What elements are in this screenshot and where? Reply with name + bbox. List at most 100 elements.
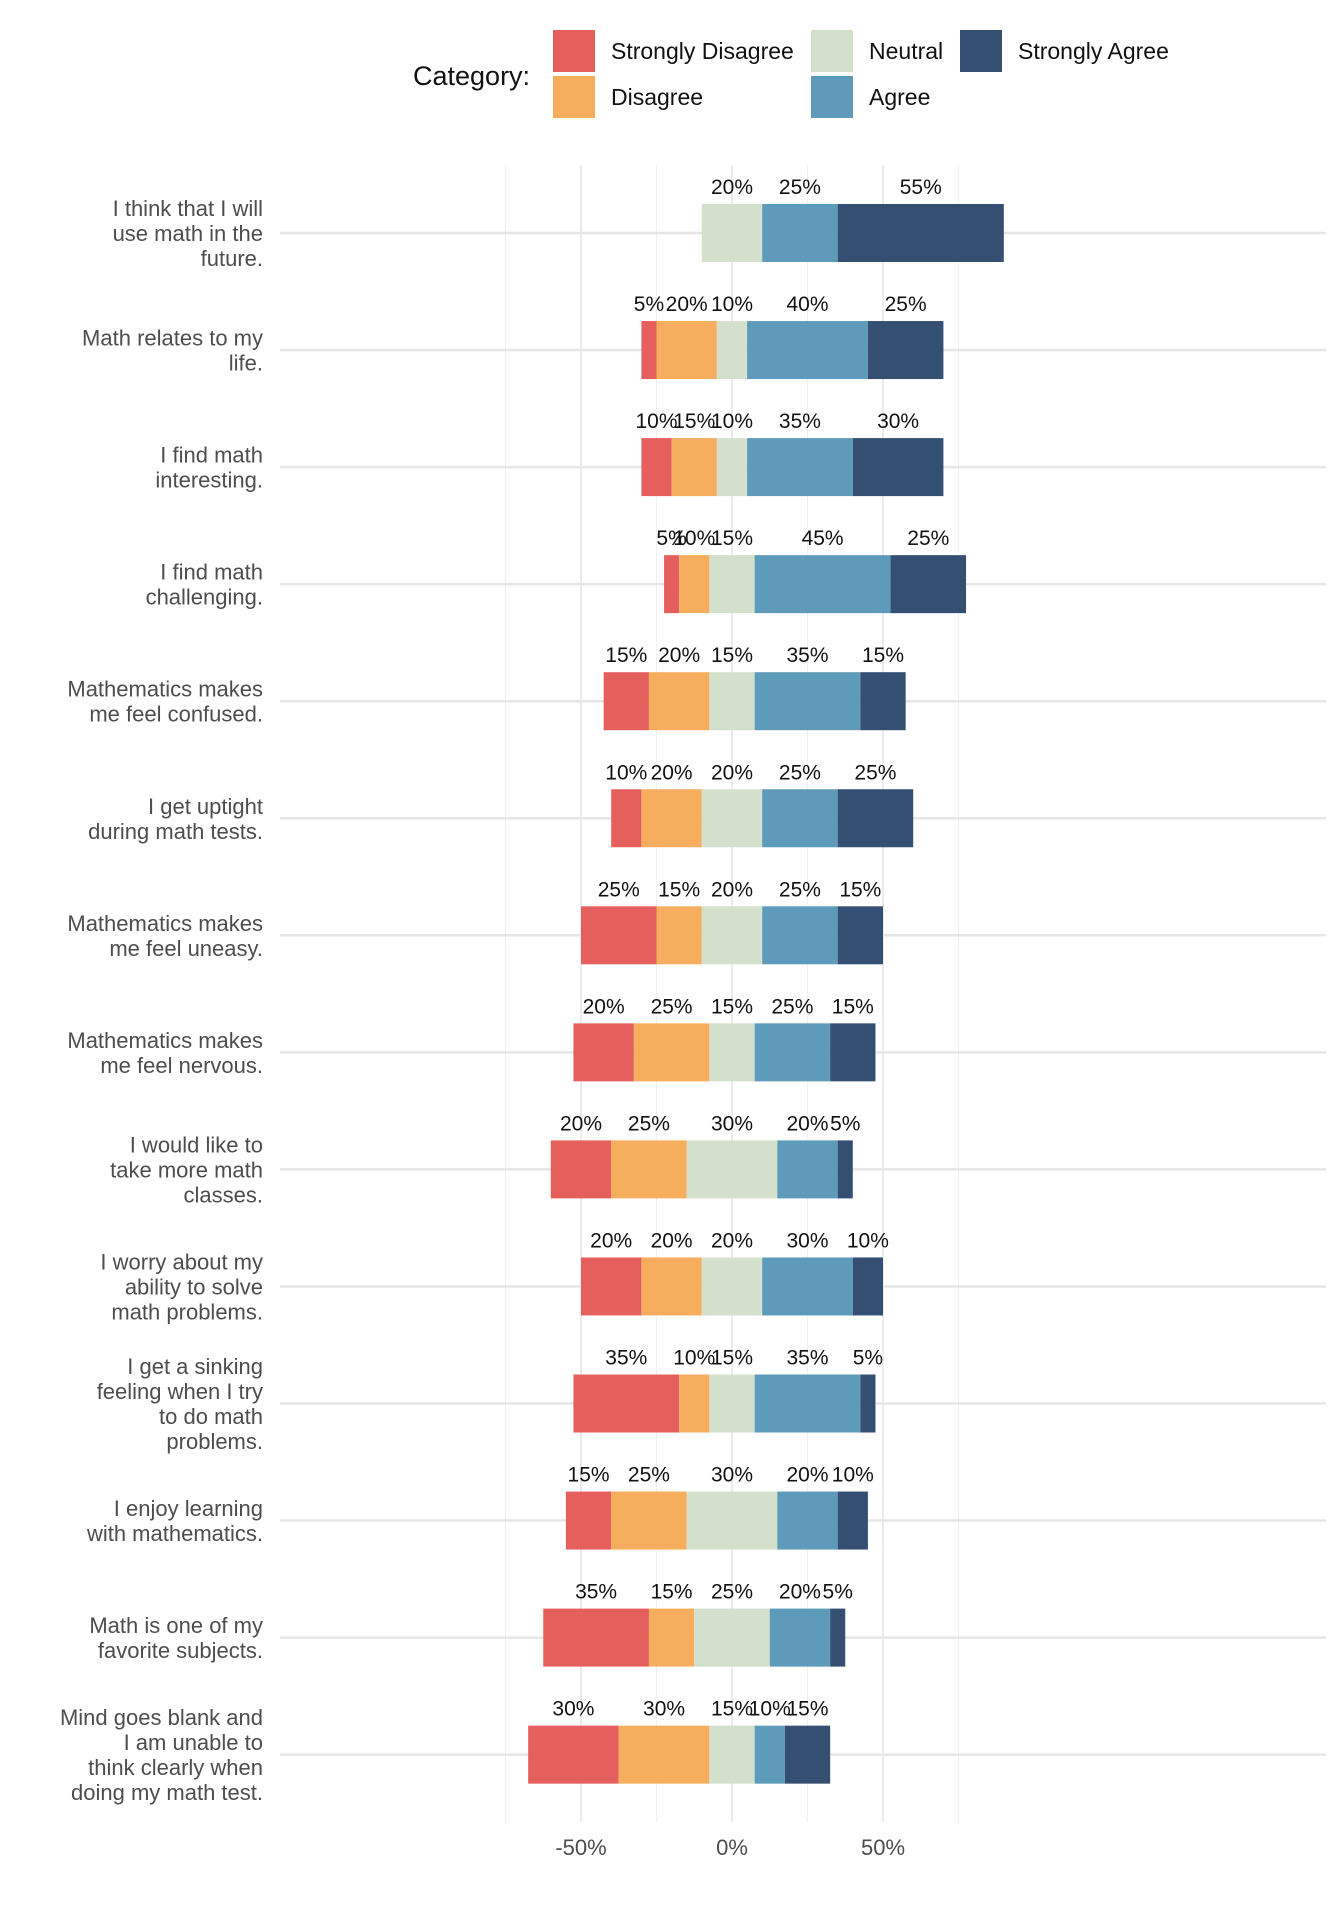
bar-disagree	[648, 672, 710, 731]
category-label: Mathematics makes me feel confused.	[67, 677, 263, 727]
category-label: Math relates to my life.	[82, 326, 263, 376]
data-label-disagree: 20%	[666, 293, 708, 316]
data-label-neutral: 20%	[711, 878, 753, 901]
bar-strongly-agree	[860, 672, 906, 731]
bar-disagree	[633, 1023, 710, 1082]
bar-agree	[762, 204, 838, 262]
bar-strongly-agree	[852, 1257, 883, 1316]
bar-neutral	[709, 1023, 755, 1082]
bar-disagree	[641, 1257, 702, 1316]
data-label-strongly-agree: 15%	[839, 878, 881, 901]
bar-neutral	[701, 789, 763, 848]
legend-swatch-strongly-disagree	[553, 30, 595, 72]
bar-strongly-agree	[860, 1374, 876, 1433]
data-label-strongly-disagree: 5%	[634, 293, 664, 316]
bar-agree	[777, 1140, 838, 1199]
category-label: I enjoy learning with mathematics.	[86, 1496, 263, 1546]
bar-neutral	[701, 1257, 763, 1316]
legend-label-agree: Agree	[869, 84, 930, 110]
bar-strongly-agree	[890, 555, 967, 614]
bar-strongly-disagree	[664, 555, 680, 614]
bar-strongly-disagree	[641, 321, 657, 380]
data-label-neutral: 25%	[711, 1581, 753, 1604]
data-label-neutral: 15%	[711, 1698, 753, 1721]
data-label-strongly-agree: 5%	[823, 1581, 853, 1604]
bar-strongly-agree	[784, 1725, 831, 1784]
data-label-disagree: 15%	[673, 410, 715, 433]
legend-label-strongly-disagree: Strongly Disagree	[611, 38, 794, 64]
data-label-disagree: 15%	[651, 1581, 693, 1604]
data-label-agree: 25%	[779, 878, 821, 901]
bar-strongly-disagree	[550, 1140, 612, 1199]
bar-disagree	[656, 321, 717, 380]
x-axis: -50% 0% 50%	[555, 1835, 905, 1860]
data-label-strongly-agree: 10%	[847, 1229, 889, 1252]
data-label-agree: 20%	[786, 1112, 828, 1135]
data-label-disagree: 25%	[651, 995, 693, 1018]
bar-strongly-disagree	[528, 1725, 619, 1784]
bars	[528, 204, 1004, 1784]
data-label-strongly-disagree: 35%	[575, 1581, 617, 1604]
data-label-agree: 45%	[802, 527, 844, 550]
data-label-neutral: 15%	[711, 995, 753, 1018]
data-label-strongly-disagree: 30%	[552, 1698, 594, 1721]
data-label-disagree: 20%	[658, 644, 700, 667]
category-label: I would like to take more math classes.	[110, 1132, 263, 1207]
category-labels: I think that I will use math in the future…	[60, 196, 263, 1805]
category-label: I find math challenging.	[146, 560, 263, 610]
data-label-agree: 20%	[786, 1464, 828, 1487]
bar-strongly-disagree	[573, 1374, 680, 1433]
bar-agree	[754, 1023, 831, 1082]
data-label-strongly-disagree: 20%	[583, 995, 625, 1018]
bar-strongly-disagree	[573, 1023, 634, 1082]
data-label-neutral: 20%	[711, 761, 753, 784]
category-label: I get a sinking feeling when I try to do m…	[97, 1354, 263, 1454]
data-labels: 20% 25% 55%5% 20% 10% 40% 25%10%15%10% 35% 30%5%…	[552, 176, 949, 1721]
bar-agree	[747, 438, 853, 497]
bar-agree	[754, 1725, 785, 1784]
data-label-strongly-agree: 5%	[830, 1112, 860, 1135]
data-label-strongly-agree: 30%	[877, 410, 919, 433]
legend-label-strongly-agree: Strongly Agree	[1018, 38, 1169, 64]
legend-label-neutral: Neutral	[869, 38, 943, 64]
bar-neutral	[709, 1374, 755, 1433]
bar-neutral	[709, 555, 755, 614]
bar-agree	[747, 321, 868, 380]
bar-disagree	[648, 1608, 695, 1667]
data-label-neutral: 15%	[711, 527, 753, 550]
bar-agree	[762, 1257, 853, 1316]
bar-neutral	[716, 438, 748, 497]
data-label-neutral: 20%	[711, 1229, 753, 1252]
bar-neutral	[694, 1608, 770, 1667]
data-label-disagree: 20%	[651, 761, 693, 784]
data-label-agree: 25%	[779, 176, 821, 199]
data-label-disagree: 15%	[658, 878, 700, 901]
bar-neutral	[709, 1725, 755, 1784]
bar-strongly-disagree	[641, 438, 672, 497]
bar-disagree	[611, 1491, 687, 1550]
legend-swatch-disagree	[553, 76, 595, 118]
bar-agree	[777, 1491, 838, 1550]
bar-neutral	[701, 204, 763, 262]
data-label-disagree: 10%	[673, 1347, 715, 1370]
legend-swatch-neutral	[811, 30, 853, 72]
bar-neutral	[701, 906, 763, 965]
bar-strongly-agree	[852, 438, 944, 497]
bar-neutral	[709, 672, 755, 731]
data-label-neutral: 10%	[711, 410, 753, 433]
bar-strongly-agree	[830, 1608, 846, 1667]
category-label: Mathematics makes me feel uneasy.	[67, 911, 263, 961]
data-label-strongly-agree: 10%	[832, 1464, 874, 1487]
data-label-strongly-agree: 25%	[854, 761, 896, 784]
bar-strongly-agree	[837, 1491, 868, 1550]
legend-swatch-agree	[811, 76, 853, 118]
data-label-neutral: 30%	[711, 1112, 753, 1135]
x-tick-label: 50%	[861, 1835, 905, 1860]
data-label-strongly-disagree: 25%	[598, 878, 640, 901]
category-label: I worry about my ability to solve math pro…	[100, 1249, 263, 1324]
data-label-disagree: 30%	[643, 1698, 685, 1721]
bar-strongly-agree	[867, 321, 944, 380]
bar-neutral	[716, 321, 748, 380]
bar-strongly-agree	[837, 204, 1004, 262]
bar-agree	[754, 1374, 861, 1433]
